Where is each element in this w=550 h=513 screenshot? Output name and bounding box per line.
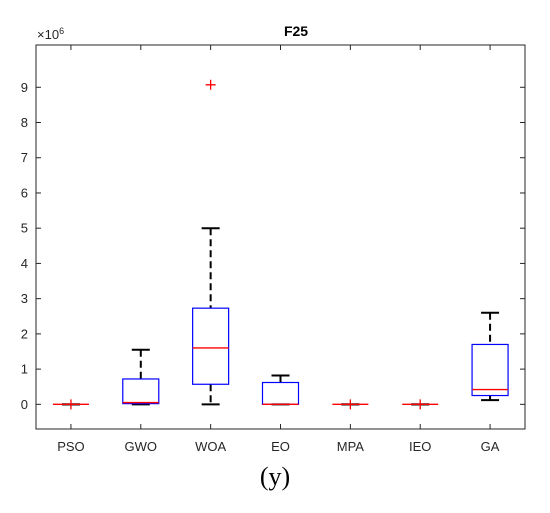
y-tick-label: 4 <box>21 256 28 271</box>
x-tick-label: GWO <box>125 439 158 454</box>
y-tick-label: 7 <box>21 150 28 165</box>
x-tick-label: EO <box>271 439 290 454</box>
figure-caption: (y) <box>259 462 291 491</box>
y-tick-label: 6 <box>21 185 28 200</box>
y-multiplier: ×106 <box>37 26 64 42</box>
y-tick-label: 0 <box>21 397 28 412</box>
y-multiplier-exponent: 6 <box>59 26 64 36</box>
box-mpa <box>332 399 369 410</box>
chart-title: F25 <box>284 23 308 39</box>
iqr-box <box>261 381 300 405</box>
y-tick-label: 9 <box>21 80 28 95</box>
box-woa <box>192 79 230 406</box>
y-tick-label: 2 <box>21 326 28 341</box>
outlier-marker <box>205 79 216 90</box>
y-tick-label: 1 <box>21 362 28 377</box>
y-tick-label: 5 <box>21 221 28 236</box>
axes-frame <box>35 44 526 430</box>
box-ga <box>471 311 509 402</box>
y-tick-label: 8 <box>21 115 28 130</box>
outlier-marker <box>415 399 426 410</box>
x-tick-label: MPA <box>337 439 365 454</box>
box-ieo <box>402 399 439 410</box>
x-tick-label: WOA <box>195 439 226 454</box>
outlier-marker <box>345 399 356 410</box>
x-tick-label: IEO <box>409 439 431 454</box>
iqr-box <box>192 307 230 385</box>
y-multiplier-base: ×10 <box>37 27 59 42</box>
y-tick-label: 3 <box>21 291 28 306</box>
x-tick-label: GA <box>481 439 500 454</box>
outlier-marker <box>65 399 76 410</box>
plot-area: 0 1 2 3 4 5 6 7 8 9 PSO GWO WOA EO MPA IEO GA <box>21 44 526 454</box>
svg-text:×106: ×106 <box>37 26 64 42</box>
box-pso <box>52 399 89 410</box>
box-gwo <box>122 348 160 406</box>
iqr-box <box>122 378 160 405</box>
box-eo <box>261 374 300 406</box>
x-tick-label: PSO <box>57 439 84 454</box>
iqr-box <box>471 343 509 397</box>
